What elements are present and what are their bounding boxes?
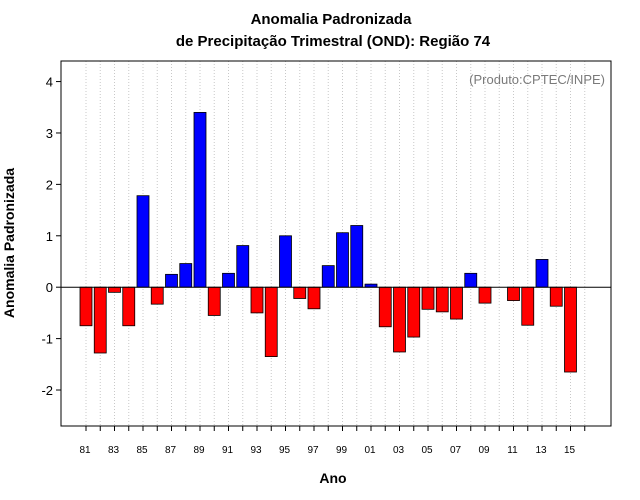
x-tick-label: 15 (564, 445, 576, 456)
bar-1995 (279, 235, 292, 288)
bar-2013 (535, 259, 549, 288)
bar-1990 (207, 286, 221, 316)
chart-title-line1: Anomalia Padronizada (251, 11, 413, 28)
bar-1983 (108, 286, 121, 293)
bar-1996 (293, 286, 307, 299)
bar-1988 (179, 263, 193, 288)
y-tick-label: 3 (46, 126, 53, 141)
bar-1999 (336, 232, 349, 288)
bar-2014 (549, 286, 563, 307)
y-tick-label: 1 (46, 229, 53, 244)
bars-layer (79, 112, 577, 373)
bar-1994 (264, 286, 278, 357)
x-tick-label: 13 (535, 445, 547, 456)
bar-1984 (122, 286, 136, 327)
y-tick-label: 4 (46, 75, 53, 90)
chart-title-line2: de Precipitação Trimestral (OND): Região… (176, 33, 491, 50)
x-tick-label: 85 (136, 445, 148, 456)
x-tick-label: 07 (450, 445, 462, 456)
x-tick-label: 91 (222, 445, 234, 456)
bar-1989 (193, 112, 207, 288)
bar-2005 (421, 286, 435, 310)
x-axis-label: Ano (319, 470, 346, 486)
bar-2008 (464, 272, 478, 288)
bar-2009 (478, 286, 492, 304)
x-tick-label: 99 (336, 445, 348, 456)
grid-layer (85, 61, 586, 426)
bar-1997 (307, 286, 321, 310)
bar-1991 (222, 272, 235, 288)
bar-2006 (435, 286, 449, 313)
bar-1992 (236, 245, 250, 288)
bar-2004 (407, 286, 421, 338)
bar-2015 (564, 286, 577, 373)
y-tick-label: 2 (46, 177, 53, 192)
bar-1998 (321, 265, 335, 288)
x-tick-label: 87 (165, 445, 177, 456)
x-tick-label: 09 (478, 445, 490, 456)
bar-1986 (150, 286, 164, 305)
x-tick-label: 03 (393, 445, 405, 456)
x-tick-label: 95 (279, 445, 291, 456)
x-tick-label: 01 (364, 445, 376, 456)
bar-2000 (350, 225, 364, 288)
bar-2002 (378, 286, 392, 328)
bar-2003 (393, 286, 406, 353)
plot-frame (60, 60, 612, 427)
y-axis: -2 -1 0 1 2 3 4 (41, 75, 61, 398)
x-axis: 81 83 85 87 89 91 93 95 97 99 01 03 05 07 09 11 13 15 (79, 426, 586, 456)
x-tick-label: 97 (307, 445, 319, 456)
x-tick-label: 83 (108, 445, 120, 456)
x-tick-label: 93 (250, 445, 262, 456)
x-tick-label: 11 (507, 445, 518, 456)
bar-1987 (165, 273, 178, 288)
x-tick-label: 81 (79, 445, 91, 456)
y-tick-label: 0 (46, 280, 53, 295)
x-tick-label: 89 (193, 445, 205, 456)
y-axis-label: Anomalia Padronizada (1, 168, 17, 318)
y-tick-label: -1 (41, 332, 53, 347)
x-tick-label: 05 (421, 445, 433, 456)
bar-1993 (250, 286, 264, 314)
product-annotation: (Produto:CPTEC/INPE) (469, 72, 605, 87)
y-tick-label: -2 (41, 383, 53, 398)
bar-1982 (93, 286, 107, 354)
bar-1981 (79, 286, 93, 327)
bar-1985 (136, 195, 150, 288)
bar-2011 (507, 286, 520, 301)
bar-2012 (521, 286, 535, 326)
bar-2007 (450, 286, 463, 320)
